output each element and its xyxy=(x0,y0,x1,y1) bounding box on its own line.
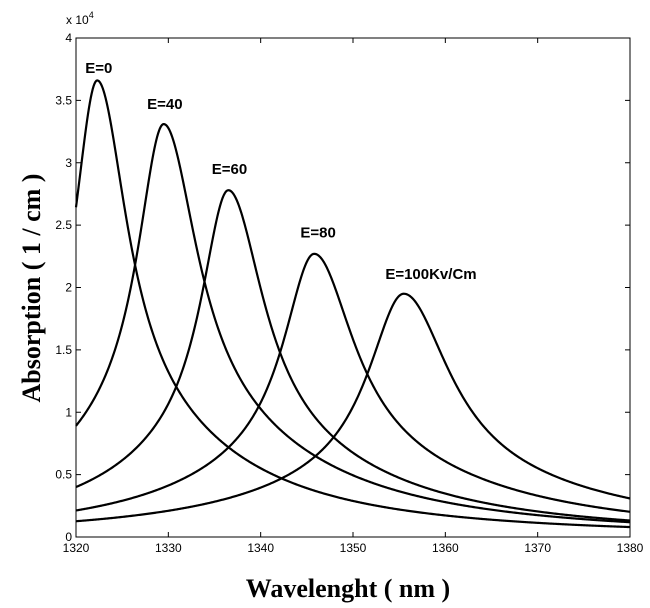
y-tick-label: 3 xyxy=(65,156,72,170)
y-tick-label: 1 xyxy=(65,405,72,419)
y-axis-label: Absorption ( 1 / cm ) xyxy=(17,174,46,403)
y-tick-label: 2.5 xyxy=(55,218,72,232)
y-exponent-label: x 104 xyxy=(66,10,94,27)
x-tick-label: 1370 xyxy=(524,541,551,555)
annotation-3: E=80 xyxy=(300,225,335,242)
y-tick-label: 2 xyxy=(65,281,72,295)
annotations: E=0 E=40 E=60 E=80 E=100Kv/Cm xyxy=(85,60,476,283)
x-tick-label: 1350 xyxy=(340,541,367,555)
y-tick-label: 0.5 xyxy=(55,468,72,482)
x-tick-label: 1320 xyxy=(63,541,90,555)
annotation-0: E=0 xyxy=(85,60,112,77)
annotation-2: E=60 xyxy=(212,161,247,178)
y-tick-label: 0 xyxy=(65,530,72,544)
y-tick-label: 1.5 xyxy=(55,343,72,357)
y-tick-label: 4 xyxy=(65,31,72,45)
annotation-1: E=40 xyxy=(147,96,182,113)
x-tick-label: 1330 xyxy=(155,541,182,555)
series-line-3 xyxy=(75,252,631,513)
x-tick-label: 1360 xyxy=(432,541,459,555)
series-curves xyxy=(74,79,631,529)
x-axis-label: Wavelenght ( nm ) xyxy=(246,574,450,603)
series-line-0 xyxy=(74,79,631,529)
axes: 1320 1330 1340 1350 1360 1370 1380 0 0.5 1 1.5 2 2.5… xyxy=(55,31,643,555)
series-line-4 xyxy=(75,292,631,523)
annotation-4: E=100Kv/Cm xyxy=(385,266,476,283)
x-tick-label: 1380 xyxy=(617,541,644,555)
y-tick-label: 3.5 xyxy=(55,93,72,107)
series-line-2 xyxy=(75,189,631,522)
x-tick-label: 1340 xyxy=(247,541,274,555)
y-exponent-power: 4 xyxy=(89,10,94,20)
series-line-1 xyxy=(75,122,631,524)
